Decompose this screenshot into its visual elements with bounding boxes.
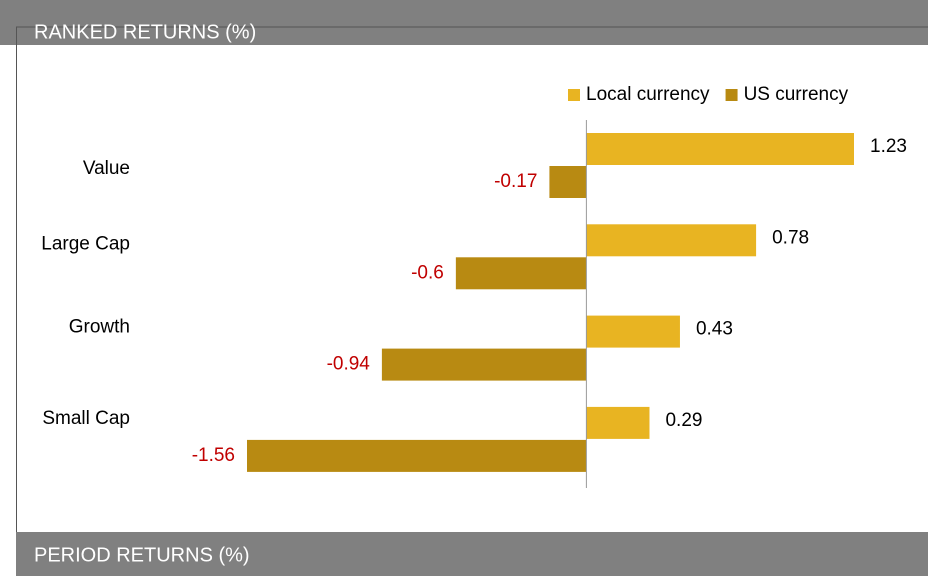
footer-title: PERIOD RETURNS (%) (34, 544, 250, 566)
header-bar (0, 0, 928, 45)
bar (549, 166, 587, 198)
bar (586, 406, 650, 439)
category-label: Value (83, 158, 130, 179)
category-label: Large Cap (41, 233, 130, 254)
value-label: 0.43 (696, 319, 733, 340)
value-label: 0.78 (772, 227, 809, 248)
bar (247, 439, 587, 472)
bar (586, 224, 757, 257)
legend-swatch (568, 89, 580, 101)
value-label: -0.17 (494, 171, 537, 192)
bar (586, 133, 854, 165)
header-title: RANKED RETURNS (%) (34, 21, 256, 43)
value-label: -0.94 (327, 354, 371, 375)
legend-label: US currency (744, 84, 849, 105)
footer-bar (16, 532, 928, 576)
value-label: -1.56 (192, 445, 235, 466)
bar (381, 348, 587, 381)
legend-swatch (725, 89, 738, 101)
category-label: Growth (69, 317, 130, 338)
category-label: Small Cap (42, 408, 130, 429)
legend-label: Local currency (586, 84, 710, 105)
value-label: -0.6 (411, 262, 444, 283)
bar (455, 257, 587, 290)
value-label: 0.29 (665, 410, 702, 431)
value-label: 1.23 (870, 136, 907, 157)
bar (586, 315, 680, 348)
